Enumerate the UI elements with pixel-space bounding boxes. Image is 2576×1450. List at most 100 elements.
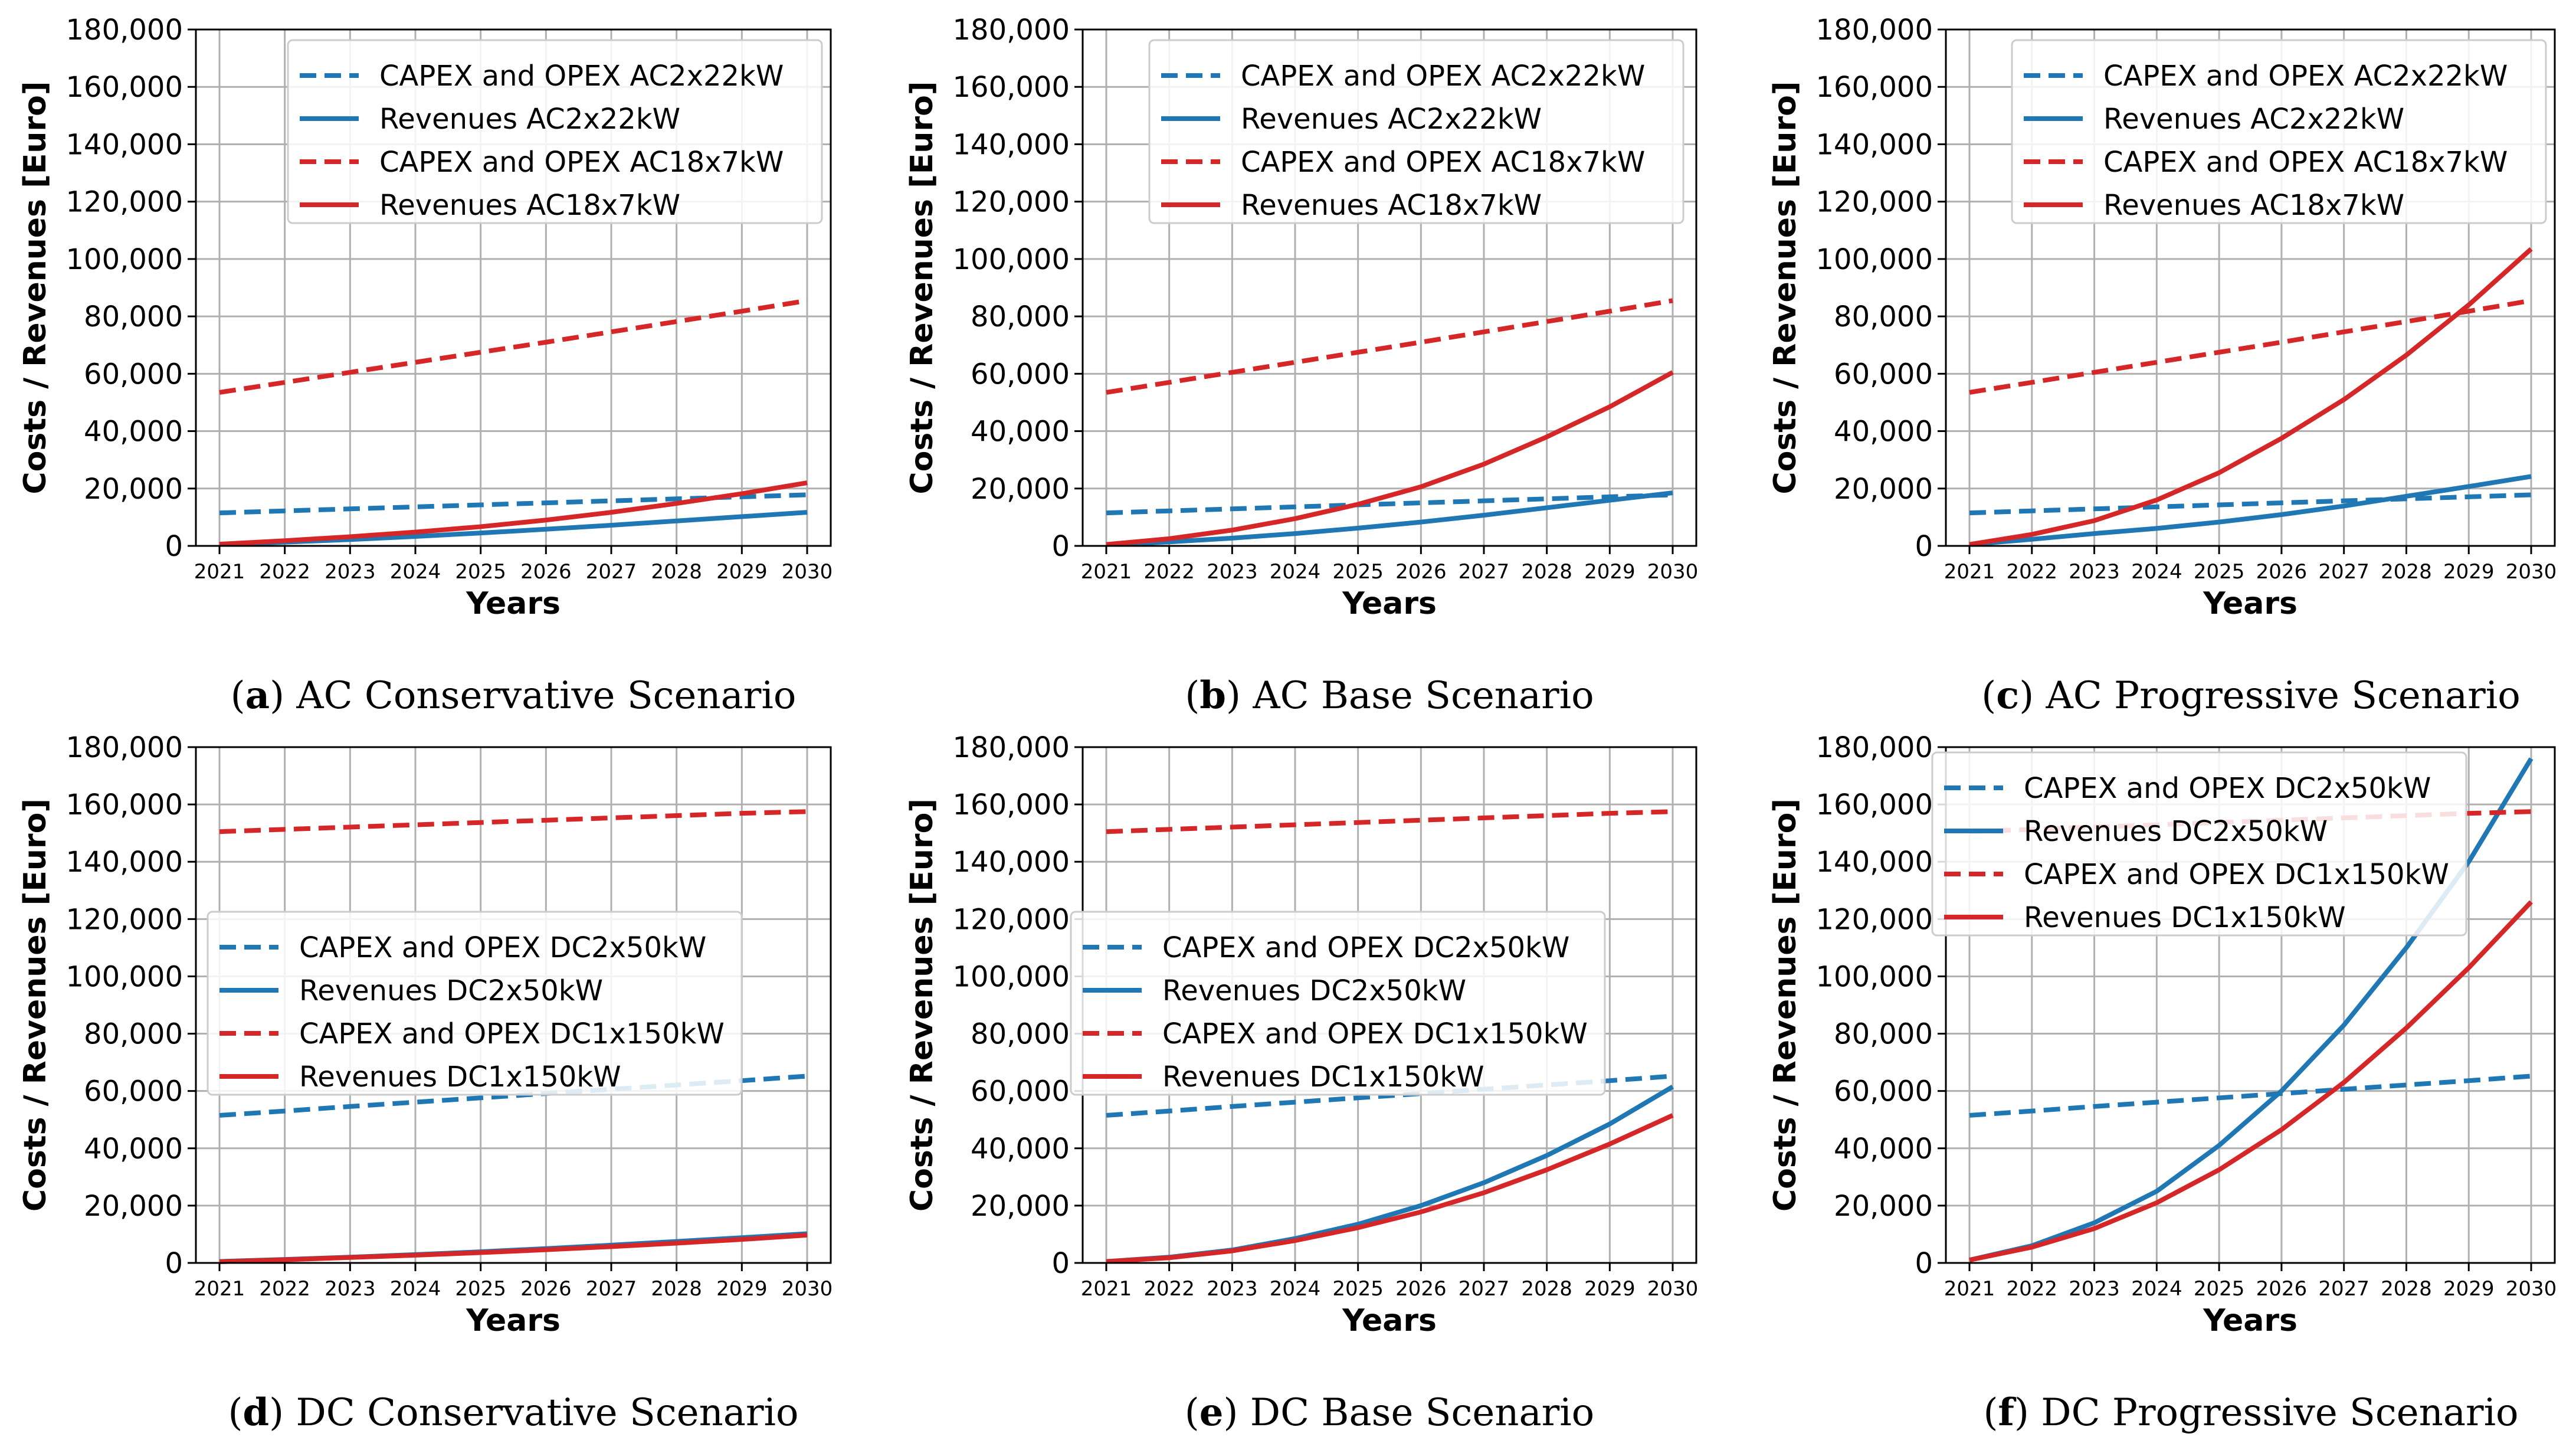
y-tick-label: 80,000 <box>84 1018 183 1051</box>
x-tick-label: 2024 <box>390 1277 441 1301</box>
y-tick-label: 140,000 <box>1816 846 1933 879</box>
x-tick-label: 2029 <box>2443 560 2495 584</box>
x-tick-label: 2023 <box>2069 560 2120 584</box>
caption-paren-open: ( <box>1983 1391 1998 1435</box>
x-tick-label: 2022 <box>2007 560 2058 584</box>
y-tick-label: 120,000 <box>1816 186 1933 219</box>
axes-frame <box>1945 746 2556 1264</box>
y-tick-label: 60,000 <box>84 358 183 391</box>
y-tick-label: 100,000 <box>1816 243 1933 276</box>
caption-paren-close: ) <box>270 674 284 718</box>
caption-paren-open: ( <box>1981 674 1996 718</box>
y-tick-label: 120,000 <box>953 903 1070 936</box>
y-tick-label: 120,000 <box>1816 903 1933 936</box>
x-tick-label: 2021 <box>1944 1277 1995 1301</box>
y-tick-label: 180,000 <box>953 731 1070 764</box>
series-line-3 <box>1969 247 2533 547</box>
y-tick-label: 60,000 <box>84 1075 183 1108</box>
legend-label: Revenues AC2x22kW <box>1241 103 1542 136</box>
legend: CAPEX and OPEX AC2x22kW Revenues AC2x22kW… <box>2011 39 2547 224</box>
x-tick-label: 2024 <box>2131 1277 2182 1301</box>
caption-text: AC Base Scenario <box>1241 674 1594 718</box>
y-tick-label: 0 <box>1915 530 1933 563</box>
y-tick-label: 20,000 <box>1834 1190 1933 1223</box>
x-axis-label: Years <box>2203 586 2298 621</box>
series-line-0 <box>1969 492 2532 516</box>
caption-paren-close: ) <box>1226 674 1241 718</box>
y-axis-label: Costs / Revenues [Euro] <box>18 798 53 1212</box>
y-tick-label: 160,000 <box>953 71 1070 104</box>
x-tick-label: 2029 <box>716 560 768 584</box>
x-tick-label: 2022 <box>1143 1277 1195 1301</box>
y-tick-label: 0 <box>165 1247 183 1280</box>
legend-label: CAPEX and OPEX DC1x150kW <box>2024 858 2449 891</box>
x-tick-label: 2025 <box>455 560 506 584</box>
y-tick-label: 60,000 <box>1834 1075 1933 1108</box>
x-tick-label: 2030 <box>2506 1277 2557 1301</box>
legend: CAPEX and OPEX AC2x22kW Revenues AC2x22kW… <box>1148 39 1684 224</box>
x-axis-label: Years <box>466 1303 561 1338</box>
x-tick-label: 2029 <box>2443 1277 2495 1301</box>
y-tick-label: 100,000 <box>953 243 1070 276</box>
x-axis-label: Years <box>466 586 561 621</box>
caption-paren-close: ) <box>1223 1391 1238 1435</box>
x-tick-label: 2028 <box>2381 1277 2432 1301</box>
y-tick-label: 0 <box>165 530 183 563</box>
caption-paren-open: ( <box>1185 1391 1199 1435</box>
y-tick-label: 20,000 <box>84 1190 183 1223</box>
x-tick-label: 2025 <box>2194 1277 2245 1301</box>
legend: CAPEX and OPEX AC2x22kW Revenues AC2x22kW… <box>287 39 823 224</box>
legend-label: Revenues DC1x150kW <box>299 1061 621 1094</box>
series-line-3 <box>219 480 808 547</box>
caption-paren-close: ) <box>269 1391 284 1435</box>
legend-label: Revenues AC18x7kW <box>379 189 680 222</box>
x-tick-label: 2027 <box>2318 560 2369 584</box>
y-tick-label: 180,000 <box>66 14 183 47</box>
y-tick-label: 40,000 <box>1834 415 1933 449</box>
y-tick-label: 60,000 <box>971 1075 1070 1108</box>
x-axis-label: Years <box>2203 1303 2298 1338</box>
y-tick-label: 0 <box>1051 1247 1070 1280</box>
chart-panel-d: 0 20,000 40,000 60,000 80,000 100,000 120,000 1… <box>18 731 833 1435</box>
axes-frame <box>1945 28 2556 547</box>
x-tick-label: 2030 <box>2506 560 2557 584</box>
x-tick-label: 2030 <box>782 560 833 584</box>
legend-box <box>1070 911 1606 1096</box>
x-tick-label: 2026 <box>520 560 572 584</box>
x-tick-label: 2030 <box>1647 560 1699 584</box>
legend-label: Revenues DC2x50kW <box>1162 974 1466 1007</box>
series-line-2 <box>1106 298 1673 395</box>
series-line-1 <box>1106 490 1673 547</box>
x-tick-label: 2027 <box>586 1277 637 1301</box>
chart-panel-a: 0 20,000 40,000 60,000 80,000 100,000 120,000 1… <box>18 14 833 718</box>
y-tick-label: 180,000 <box>66 731 183 764</box>
panel-caption: (f) DC Progressive Scenario <box>1983 1390 2518 1435</box>
y-axis-label: Costs / Revenues [Euro] <box>1768 798 1803 1212</box>
y-tick-label: 160,000 <box>66 71 183 104</box>
legend-box <box>1931 751 2467 937</box>
caption-letter: d <box>242 1390 269 1435</box>
x-tick-label: 2030 <box>782 1277 833 1301</box>
x-tick-label: 2029 <box>716 1277 768 1301</box>
x-tick-label: 2027 <box>586 560 637 584</box>
x-tick-label: 2026 <box>1395 1277 1447 1301</box>
x-tick-label: 2023 <box>325 560 376 584</box>
caption-text: DC Base Scenario <box>1238 1391 1594 1435</box>
legend-label: CAPEX and OPEX AC18x7kW <box>379 146 784 179</box>
y-tick-label: 80,000 <box>971 1018 1070 1051</box>
x-tick-label: 2021 <box>1081 1277 1132 1301</box>
y-tick-label: 100,000 <box>953 960 1070 993</box>
x-axis-label: Years <box>1342 586 1437 621</box>
series-line-2 <box>1969 298 2532 395</box>
x-tick-label: 2027 <box>1459 1277 1510 1301</box>
y-tick-label: 140,000 <box>1816 128 1933 161</box>
legend-label: Revenues AC2x22kW <box>379 103 680 136</box>
x-tick-label: 2028 <box>1521 1277 1572 1301</box>
panel-caption: (e) DC Base Scenario <box>1185 1390 1594 1435</box>
y-tick-label: 160,000 <box>953 788 1070 821</box>
chart-panel-f: 0 20,000 40,000 60,000 80,000 100,000 120,000 1… <box>1768 731 2557 1435</box>
y-tick-label: 140,000 <box>66 128 183 161</box>
series-line-3 <box>1106 1113 1674 1264</box>
y-tick-label: 100,000 <box>1816 960 1933 993</box>
